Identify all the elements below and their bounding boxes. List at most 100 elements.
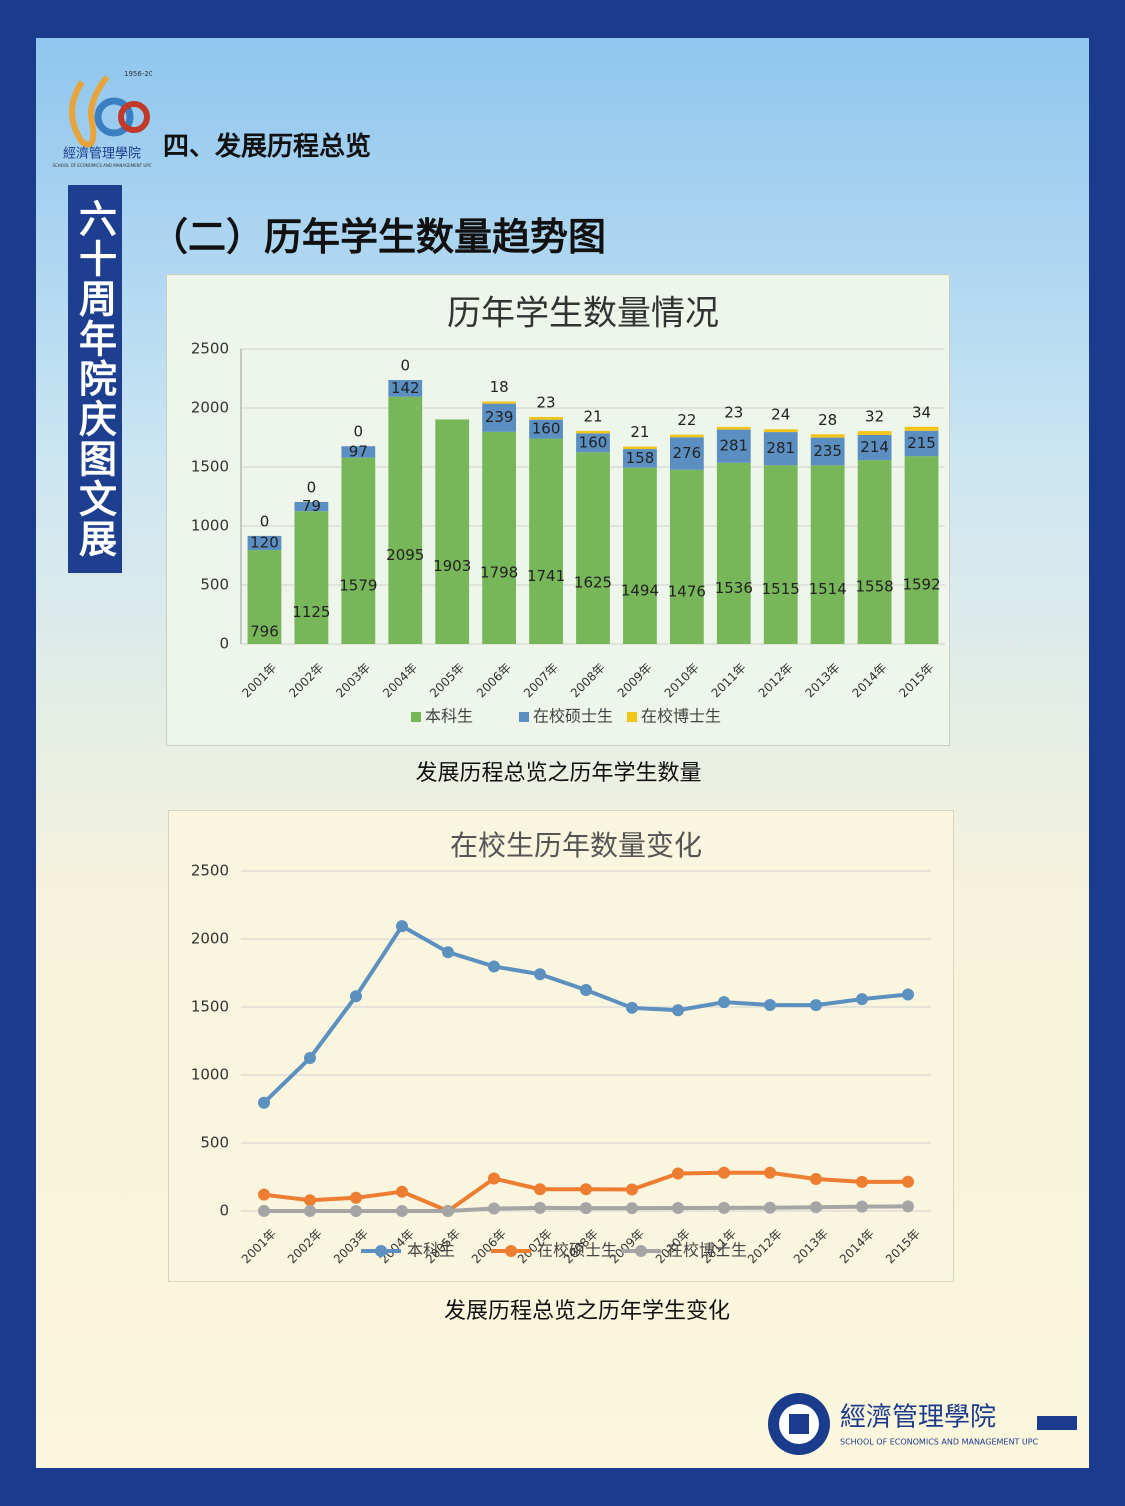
y-tick-label: 1500: [191, 998, 229, 1016]
data-label: 18: [490, 378, 509, 396]
x-tick-label: 2012年: [756, 660, 796, 700]
data-label: 97: [349, 442, 368, 460]
legend-label: 在校博士生: [641, 707, 721, 726]
data-label: 1494: [621, 581, 659, 599]
legend-label: 在校硕士生: [537, 1241, 617, 1260]
point: [488, 1202, 500, 1215]
point: [902, 1200, 914, 1213]
y-tick-label: 2000: [191, 930, 229, 948]
bar-segment: [576, 433, 610, 453]
legend-swatch: [411, 712, 421, 722]
point: [258, 1188, 270, 1201]
legend-swatch: [375, 1245, 387, 1257]
point: [258, 1205, 270, 1217]
legend-label: 本科生: [425, 707, 473, 726]
bar-segment: [482, 401, 517, 404]
section-title: 四、发展历程总览: [163, 132, 372, 162]
data-label: 24: [771, 406, 790, 424]
bar-segment: [482, 403, 517, 432]
x-tick-label: 2014年: [837, 1226, 877, 1266]
bar-segment: [529, 419, 563, 439]
data-label: 239: [485, 408, 514, 426]
data-label: 1741: [527, 567, 565, 585]
bar-segment: [388, 380, 423, 397]
bar-segment: [716, 426, 751, 430]
heading: （二）历年学生数量趋势图: [150, 214, 607, 259]
x-tick-label: 2003年: [333, 660, 373, 700]
point: [580, 1183, 592, 1196]
data-label: 281: [766, 439, 795, 457]
data-label: 0: [354, 423, 364, 441]
caption: 发展历程总览之历年学生变化: [443, 1299, 730, 1324]
bar-segment: [669, 437, 704, 470]
point: [856, 1200, 868, 1213]
data-label: 158: [626, 449, 655, 467]
data-label: 796: [250, 623, 279, 641]
bar-segment: [529, 416, 563, 420]
data-label: 79: [302, 497, 321, 515]
data-label: 1579: [339, 576, 377, 594]
point: [718, 1166, 730, 1179]
x-tick-label: 2013年: [791, 1226, 831, 1266]
y-tick-label: 2500: [191, 340, 229, 358]
point: [810, 1173, 822, 1186]
bar-segment: [810, 434, 845, 438]
footer-name: 經濟管理學院: [840, 1403, 996, 1433]
bar-segment: [341, 457, 376, 644]
point: [304, 1194, 316, 1207]
bar-segment: [388, 396, 423, 644]
point: [810, 1201, 822, 1214]
bar-segment: [716, 462, 751, 644]
data-label: 1558: [856, 578, 894, 596]
bar-segment: [904, 430, 939, 457]
point: [672, 1202, 684, 1215]
x-tick-label: 2009年: [615, 660, 655, 700]
data-label: 214: [860, 438, 889, 456]
point: [672, 1167, 684, 1180]
data-label: 120: [250, 533, 279, 551]
bar-segment: [247, 535, 282, 551]
bar-segment: [623, 446, 657, 450]
y-tick-label: 500: [200, 1134, 229, 1152]
data-label: 235: [813, 442, 842, 460]
point: [718, 996, 730, 1009]
bar-segment: [904, 456, 939, 644]
bar-segment: [857, 460, 892, 644]
legend-swatch: [627, 712, 637, 722]
data-label: 1514: [809, 580, 847, 598]
data-label: 2095: [386, 546, 424, 564]
data-label: 32: [865, 408, 884, 426]
data-label: 1625: [574, 574, 612, 592]
data-label: 281: [719, 437, 748, 455]
point: [350, 1191, 362, 1204]
x-tick-label: 2005年: [427, 660, 467, 700]
y-tick-label: 1000: [191, 517, 229, 535]
data-label: 215: [907, 434, 936, 452]
data-label: 21: [630, 423, 649, 441]
data-label: 23: [724, 403, 743, 421]
y-tick-label: 1000: [191, 1066, 229, 1084]
bar-segment: [716, 429, 751, 463]
bar-segment: [435, 419, 470, 644]
point: [258, 1096, 270, 1109]
y-tick-label: 2000: [191, 399, 229, 417]
point: [764, 998, 776, 1011]
x-tick-label: 2015年: [883, 1226, 923, 1266]
y-tick-label: 2500: [191, 862, 229, 880]
bar-segment: [247, 550, 282, 644]
bar-segment: [623, 467, 657, 644]
footer-sub: SCHOOL OF ECONOMICS AND MANAGEMENT UPC: [840, 1438, 1039, 1447]
legend-label: 在校硕士生: [533, 707, 613, 726]
data-label: 28: [818, 411, 837, 429]
x-tick-label: 2001年: [239, 1226, 279, 1266]
data-label: 160: [579, 433, 608, 451]
y-tick-label: 0: [219, 635, 229, 653]
point: [626, 1001, 638, 1014]
bar-segment: [341, 446, 376, 458]
bar-segment: [857, 434, 892, 461]
data-label: 34: [912, 403, 931, 421]
bar-segment: [763, 429, 798, 433]
bar-segment: [529, 438, 563, 644]
